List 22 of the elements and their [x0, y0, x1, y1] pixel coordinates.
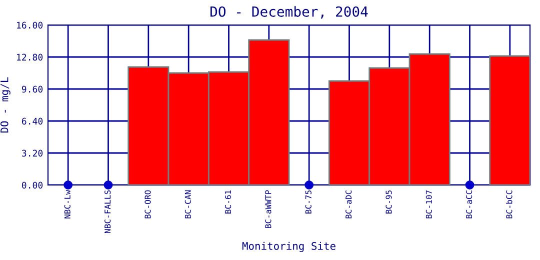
y-tick-label: 12.80 — [17, 54, 43, 61]
x-tick-label: BC-bCC — [506, 190, 512, 218]
x-tick-label: BC-aWWTP — [265, 190, 272, 228]
x-tick-label: BC-ORO — [144, 190, 151, 218]
x-tick-label: BC-95 — [386, 190, 392, 214]
x-tick-label: BC-aCC — [466, 190, 472, 218]
x-tick-label: NBC-Lw — [64, 190, 70, 218]
y-axis-title: DO - mg/L — [0, 77, 10, 133]
x-tick-label: BC-75 — [305, 190, 312, 214]
x-tick-label: BC-107 — [426, 190, 432, 218]
y-tick-label: 6.40 — [22, 118, 43, 125]
y-tick-label: 0.00 — [22, 182, 43, 189]
y-tick-label: 9.60 — [22, 86, 43, 93]
y-tick-label: 3.20 — [22, 150, 43, 157]
x-tick-label: NBC-FALLS — [104, 190, 111, 233]
x-axis-title: Monitoring Site — [242, 242, 336, 252]
x-tick-label: BC-aDC — [346, 190, 352, 218]
x-tick-label: BC-61 — [225, 190, 232, 214]
y-tick-label: 16.00 — [17, 22, 43, 29]
chart-title: DO - December, 2004 — [210, 6, 368, 19]
x-tick-label: BC-CAN — [184, 190, 191, 218]
bar — [489, 55, 530, 185]
